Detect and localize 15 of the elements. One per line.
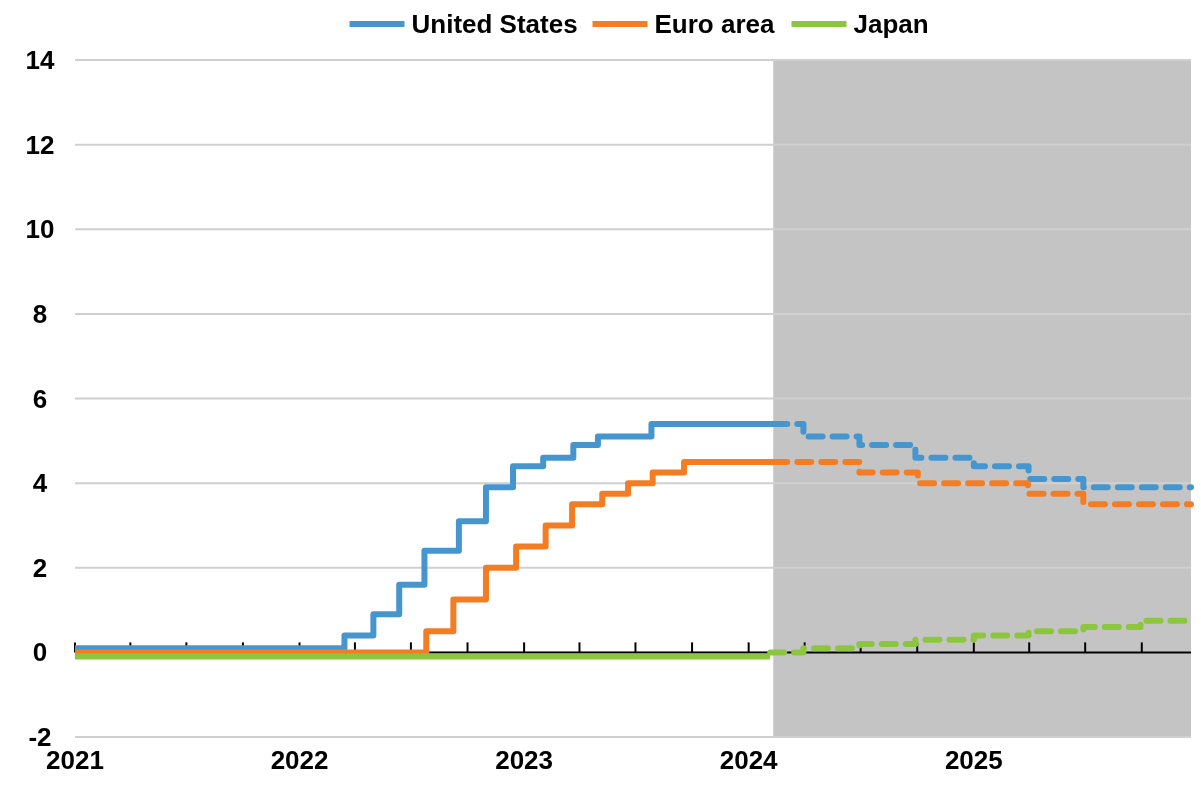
- legend-label: Japan: [853, 9, 929, 39]
- y-tick-label: 14: [25, 45, 55, 75]
- x-tick-label: 2022: [270, 745, 329, 775]
- x-tick-label: 2023: [495, 745, 554, 775]
- y-tick-label: 8: [32, 298, 48, 329]
- y-tick-label: 4: [32, 468, 48, 499]
- x-tick-label: 2025: [944, 745, 1003, 775]
- y-tick-label: 6: [32, 383, 48, 414]
- legend-label: Euro area: [654, 9, 775, 39]
- y-tick-label: 0: [32, 637, 48, 668]
- legend-label: United States: [411, 9, 578, 39]
- y-tick-label: 10: [25, 214, 55, 245]
- x-tick-label: 2024: [719, 745, 779, 775]
- y-tick-label: 12: [25, 129, 55, 160]
- y-tick-label: 2: [32, 552, 48, 583]
